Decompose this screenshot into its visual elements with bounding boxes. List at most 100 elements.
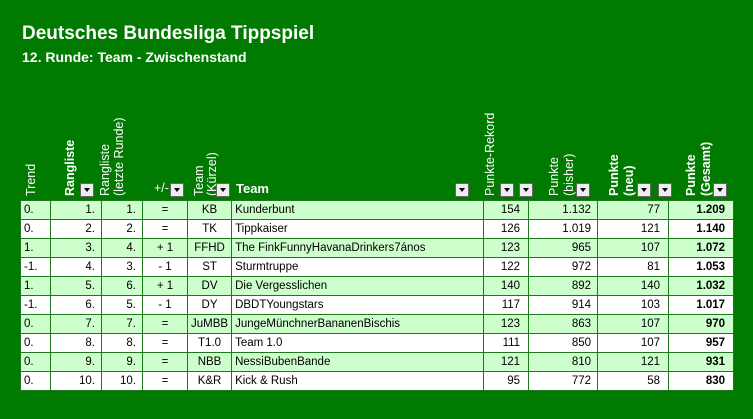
- record-points-cell[interactable]: 123: [483, 238, 530, 258]
- total-points-cell[interactable]: 1.140: [668, 219, 735, 239]
- rank-cell[interactable]: 6.: [50, 295, 102, 315]
- filter-dropdown-punkte-neu-2[interactable]: [658, 183, 672, 197]
- filter-dropdown-punkte-bisher[interactable]: [576, 183, 590, 197]
- previous-points-cell[interactable]: 1.019: [528, 219, 599, 239]
- record-points-cell[interactable]: 121: [483, 352, 530, 372]
- record-points-cell[interactable]: 126: [483, 219, 530, 239]
- change-cell[interactable]: =: [142, 200, 188, 220]
- rank-cell[interactable]: 4.: [50, 257, 102, 277]
- team-name-cell[interactable]: JungeMünchnerBananenBischis: [231, 314, 485, 334]
- trend-cell[interactable]: 0.: [20, 219, 51, 239]
- change-cell[interactable]: =: [142, 333, 188, 353]
- change-cell[interactable]: =: [142, 314, 188, 334]
- total-points-cell[interactable]: 1.032: [668, 276, 735, 296]
- trend-cell[interactable]: 0.: [20, 352, 51, 372]
- team-code-cell[interactable]: JuMBB: [186, 314, 233, 334]
- previous-rank-cell[interactable]: 5.: [101, 295, 143, 315]
- table-row[interactable]: 0. 8. 8. = T1.0 Team 1.0 111 850 107 957: [20, 333, 735, 353]
- team-name-cell[interactable]: Tippkaiser: [231, 219, 485, 239]
- table-row[interactable]: 0. 1. 1. = KB Kunderbunt 154 1.132 77 1.209: [20, 200, 735, 220]
- record-points-cell[interactable]: 140: [483, 276, 530, 296]
- filter-dropdown-punkte-gesamt[interactable]: [713, 183, 727, 197]
- team-name-cell[interactable]: Die Vergesslichen: [231, 276, 485, 296]
- team-name-cell[interactable]: Team 1.0: [231, 333, 485, 353]
- record-points-cell[interactable]: 122: [483, 257, 530, 277]
- previous-rank-cell[interactable]: 7.: [101, 314, 143, 334]
- previous-rank-cell[interactable]: 10.: [101, 371, 143, 391]
- previous-rank-cell[interactable]: 8.: [101, 333, 143, 353]
- team-code-cell[interactable]: KB: [186, 200, 233, 220]
- table-row[interactable]: 1. 5. 6. + 1 DV Die Vergesslichen 140 892 140 1.0…: [20, 276, 735, 296]
- new-points-cell[interactable]: 121: [597, 352, 670, 372]
- rank-cell[interactable]: 9.: [50, 352, 102, 372]
- new-points-cell[interactable]: 107: [597, 314, 670, 334]
- change-cell[interactable]: =: [142, 352, 188, 372]
- total-points-cell[interactable]: 970: [668, 314, 735, 334]
- filter-dropdown-plusminus[interactable]: [170, 183, 184, 197]
- rank-cell[interactable]: 3.: [50, 238, 102, 258]
- filter-dropdown-rangliste[interactable]: [80, 183, 94, 197]
- previous-points-cell[interactable]: 1.132: [528, 200, 599, 220]
- total-points-cell[interactable]: 830: [668, 371, 735, 391]
- previous-rank-cell[interactable]: 2.: [101, 219, 143, 239]
- team-code-cell[interactable]: ST: [186, 257, 233, 277]
- change-cell[interactable]: =: [142, 219, 188, 239]
- filter-dropdown-punkte-rekord[interactable]: [500, 183, 514, 197]
- previous-rank-cell[interactable]: 6.: [101, 276, 143, 296]
- team-code-cell[interactable]: FFHD: [186, 238, 233, 258]
- previous-points-cell[interactable]: 850: [528, 333, 599, 353]
- previous-points-cell[interactable]: 863: [528, 314, 599, 334]
- trend-cell[interactable]: -1.: [20, 295, 51, 315]
- total-points-cell[interactable]: 1.072: [668, 238, 735, 258]
- change-cell[interactable]: + 1: [142, 238, 188, 258]
- total-points-cell[interactable]: 1.053: [668, 257, 735, 277]
- team-code-cell[interactable]: T1.0: [186, 333, 233, 353]
- team-code-cell[interactable]: TK: [186, 219, 233, 239]
- change-cell[interactable]: + 1: [142, 276, 188, 296]
- filter-dropdown-punkte-neu[interactable]: [637, 183, 651, 197]
- new-points-cell[interactable]: 140: [597, 276, 670, 296]
- rank-cell[interactable]: 1.: [50, 200, 102, 220]
- rank-cell[interactable]: 10.: [50, 371, 102, 391]
- trend-cell[interactable]: 1.: [20, 276, 51, 296]
- previous-rank-cell[interactable]: 1.: [101, 200, 143, 220]
- change-cell[interactable]: - 1: [142, 295, 188, 315]
- table-row[interactable]: 1. 3. 4. + 1 FFHD The FinkFunnyHavanaDrinkers…: [20, 238, 735, 258]
- previous-points-cell[interactable]: 810: [528, 352, 599, 372]
- total-points-cell[interactable]: 931: [668, 352, 735, 372]
- record-points-cell[interactable]: 95: [483, 371, 530, 391]
- team-name-cell[interactable]: DBDTYoungstars: [231, 295, 485, 315]
- table-row[interactable]: 0. 9. 9. = NBB NessiBubenBande 121 810 121 931: [20, 352, 735, 372]
- team-name-cell[interactable]: Kunderbunt: [231, 200, 485, 220]
- table-row[interactable]: 0. 7. 7. = JuMBB JungeMünchnerBananenBischis 1…: [20, 314, 735, 334]
- new-points-cell[interactable]: 81: [597, 257, 670, 277]
- table-row[interactable]: -1. 6. 5. - 1 DY DBDTYoungstars 117 914 103 1.017: [20, 295, 735, 315]
- total-points-cell[interactable]: 1.017: [668, 295, 735, 315]
- change-cell[interactable]: - 1: [142, 257, 188, 277]
- team-code-cell[interactable]: DV: [186, 276, 233, 296]
- team-code-cell[interactable]: NBB: [186, 352, 233, 372]
- rank-cell[interactable]: 2.: [50, 219, 102, 239]
- record-points-cell[interactable]: 111: [483, 333, 530, 353]
- team-name-cell[interactable]: Kick & Rush: [231, 371, 485, 391]
- trend-cell[interactable]: 1.: [20, 238, 51, 258]
- table-row[interactable]: 0. 2. 2. = TK Tippkaiser 126 1.019 121 1.140: [20, 219, 735, 239]
- total-points-cell[interactable]: 1.209: [668, 200, 735, 220]
- new-points-cell[interactable]: 121: [597, 219, 670, 239]
- previous-points-cell[interactable]: 965: [528, 238, 599, 258]
- table-row[interactable]: -1. 4. 3. - 1 ST Sturmtruppe 122 972 81 1.053: [20, 257, 735, 277]
- new-points-cell[interactable]: 103: [597, 295, 670, 315]
- team-name-cell[interactable]: The FinkFunnyHavanaDrinkers7ános: [231, 238, 485, 258]
- record-points-cell[interactable]: 123: [483, 314, 530, 334]
- filter-dropdown-team-kurz[interactable]: [216, 183, 230, 197]
- rank-cell[interactable]: 8.: [50, 333, 102, 353]
- record-points-cell[interactable]: 154: [483, 200, 530, 220]
- team-name-cell[interactable]: Sturmtruppe: [231, 257, 485, 277]
- rank-cell[interactable]: 7.: [50, 314, 102, 334]
- new-points-cell[interactable]: 77: [597, 200, 670, 220]
- previous-points-cell[interactable]: 914: [528, 295, 599, 315]
- trend-cell[interactable]: 0.: [20, 200, 51, 220]
- new-points-cell[interactable]: 58: [597, 371, 670, 391]
- filter-dropdown-punkte-rekord-2[interactable]: [519, 183, 533, 197]
- trend-cell[interactable]: 0.: [20, 333, 51, 353]
